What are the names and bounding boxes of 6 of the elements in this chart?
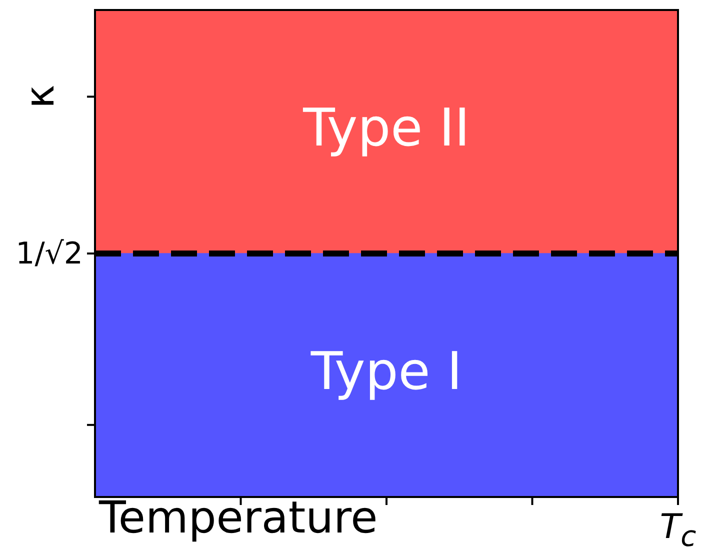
series-label: Type I: [310, 342, 462, 402]
x-axis-title: Temperature: [98, 492, 378, 544]
series-label: Type II: [302, 98, 470, 158]
y-axis-title: κ: [17, 84, 64, 108]
ref-line-label: 1/√2: [16, 236, 84, 272]
text: T$_{c}$: [658, 506, 698, 555]
